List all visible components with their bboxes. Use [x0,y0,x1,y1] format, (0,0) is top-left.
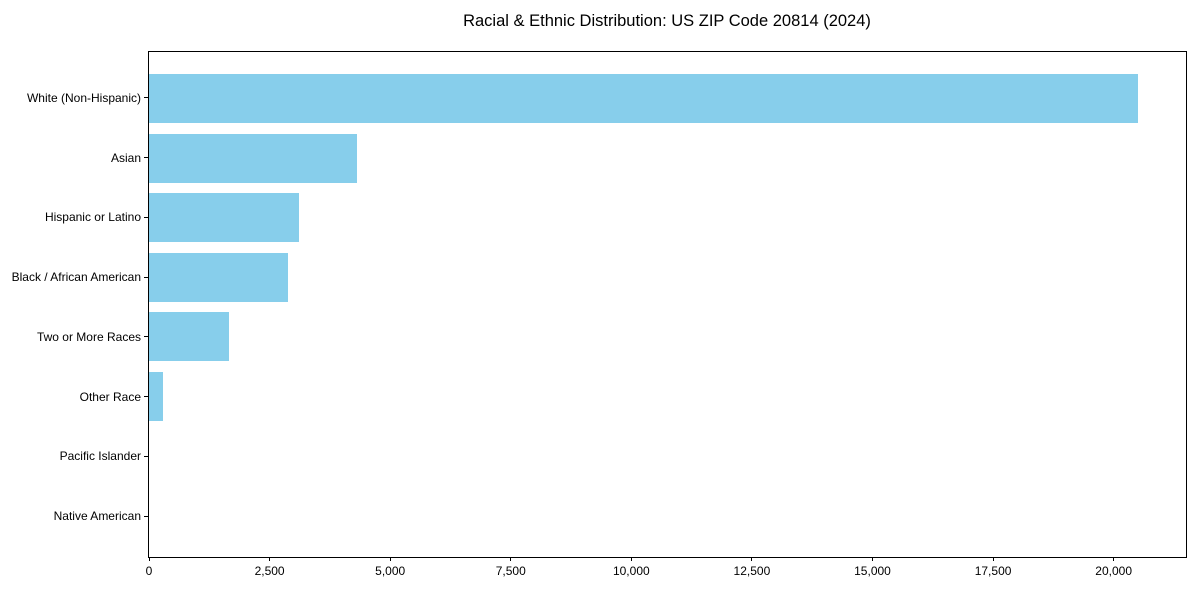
x-tick-label: 17,500 [974,564,1012,578]
x-tick-label: 12,500 [733,564,771,578]
x-tick-label: 15,000 [854,564,891,578]
x-tick [871,557,873,561]
x-tick [389,557,391,561]
x-tick [148,557,150,561]
y-axis-row: Two or More Races [0,307,148,367]
bar [149,193,299,243]
y-axis-row: Asian [0,128,148,188]
bar [149,371,163,421]
y-axis-label: Native American [53,509,141,524]
bar-row [149,69,1186,129]
x-tick [630,557,632,561]
bar-row [149,307,1186,367]
y-tick [144,276,148,278]
x-tick [992,557,994,561]
y-axis-label: Asian [110,150,141,165]
bar-row [149,486,1186,546]
y-tick [144,515,148,517]
y-tick [144,216,148,218]
y-axis-row: Native American [0,486,148,546]
x-axis: 0 2,500 5,000 7,500 10,000 12,500 15,000 17,500… [145,557,1186,591]
bar [149,312,229,362]
bar-row [149,367,1186,427]
x-tick-label: 7,500 [495,564,526,578]
x-tick-label: 20,000 [1095,564,1132,578]
y-axis-row: Hispanic or Latino [0,188,148,248]
y-axis-label: Two or More Races [36,329,141,344]
y-axis-row: Pacific Islander [0,427,148,487]
y-axis-label: White (Non-Hispanic) [26,90,141,105]
plot-area [148,51,1187,558]
x-tick [269,557,271,561]
y-axis-label: Pacific Islander [59,449,141,464]
bar [149,252,289,302]
y-axis-label: Hispanic or Latino [44,210,141,225]
bar-row [149,248,1186,308]
bar-row [149,426,1186,486]
bar-row [149,129,1186,189]
y-axis-label: Black / African American [11,270,141,285]
y-axis-label: Other Race [79,389,141,404]
bar-row [149,188,1186,248]
bar [149,74,1138,124]
x-tick-label: 0 [145,564,153,578]
y-tick [144,97,148,99]
y-tick [144,455,148,457]
bars-container [149,52,1186,557]
x-tick [510,557,512,561]
y-axis-row: White (Non-Hispanic) [0,68,148,128]
y-axis-row: Other Race [0,367,148,427]
x-tick [751,557,753,561]
bar [149,133,357,183]
x-tick-label: 5,000 [375,564,406,578]
x-tick [1113,557,1115,561]
y-axis-row: Black / African American [0,247,148,307]
chart-title: Racial & Ethnic Distribution: US ZIP Cod… [463,12,871,30]
y-tick [144,336,148,338]
y-tick [144,396,148,398]
x-tick-label: 10,000 [612,564,650,578]
x-tick-label: 2,500 [254,564,285,578]
y-tick [144,157,148,159]
y-axis: White (Non-Hispanic) Asian Hispanic or Lat… [0,51,148,558]
